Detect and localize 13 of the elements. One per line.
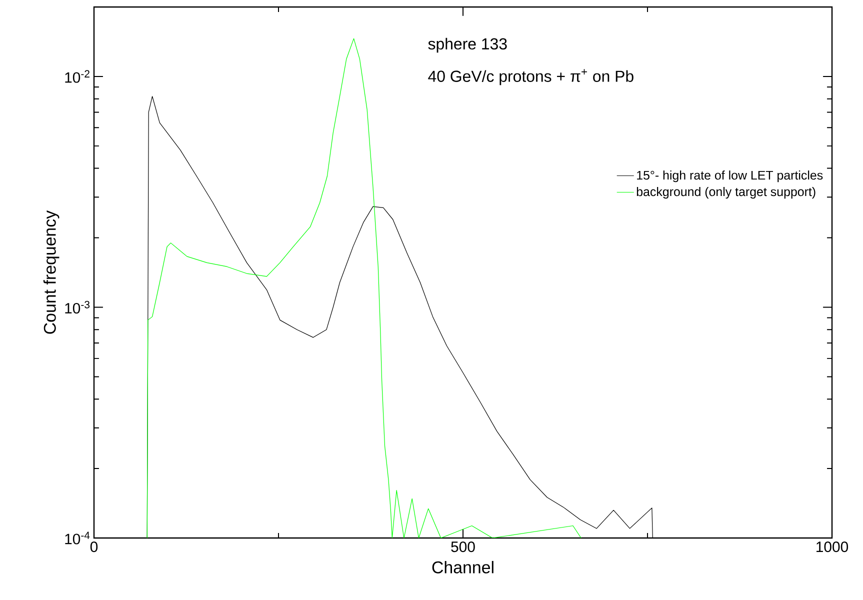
y-axis-title: Count frequency (43, 210, 60, 334)
x-tick-label: 500 (451, 542, 475, 552)
x-tick-label: 1000 (816, 542, 848, 552)
annotation: 40 GeV/c protons + π$^{+}$ on Pb (428, 69, 634, 86)
legend-label: background (only target support) (636, 186, 816, 199)
y-tick-label: 10$^{-3}$ (65, 300, 90, 314)
y-tick-label: 10$^{-4}$ (65, 532, 90, 544)
legend-label: 15°- high rate of low LET particles (637, 170, 823, 182)
x-axis-title: Channel (432, 560, 494, 574)
annotation: sphere 133 (428, 38, 507, 53)
x-tick-label: 0 (90, 542, 98, 552)
y-tick-label: 10$^{-2}$ (65, 70, 90, 83)
line-series (146, 38, 582, 538)
